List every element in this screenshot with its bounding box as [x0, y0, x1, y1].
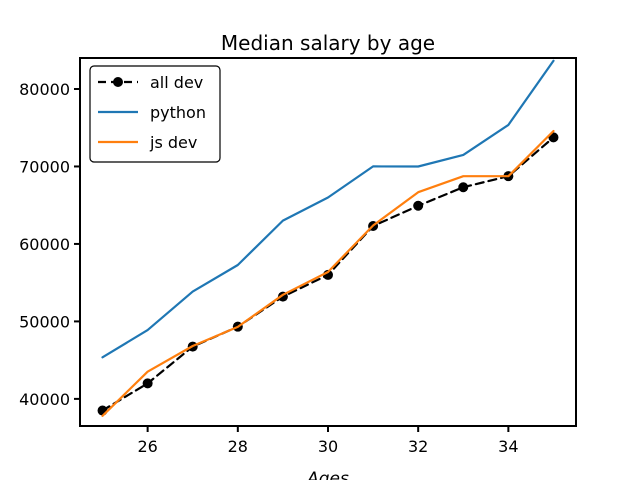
y-tick-label: 40000: [19, 390, 70, 409]
x-tick-label: 30: [318, 437, 338, 456]
chart-title: Median salary by age: [221, 31, 435, 55]
x-tick-label: 28: [228, 437, 248, 456]
y-tick-label: 60000: [19, 235, 70, 254]
x-tick-label: 32: [408, 437, 428, 456]
x-axis-label: Ages: [306, 469, 349, 480]
legend-label: all dev: [150, 73, 203, 92]
series-line-python: [101, 59, 555, 359]
legend-label: python: [150, 103, 206, 122]
y-tick-label: 50000: [19, 312, 70, 331]
axes-layer: 26 28 30 32 34 40000 50000 60000 70000 80000: [19, 80, 518, 456]
x-tick-label: 34: [498, 437, 518, 456]
legend-marker: [113, 77, 123, 87]
data-point-all-dev: [413, 200, 424, 211]
series-layer: [97, 59, 559, 417]
legend-label: js dev: [149, 133, 197, 152]
data-point-all-dev: [458, 182, 469, 193]
y-tick-label: 80000: [19, 80, 70, 99]
series-line-js-dev: [101, 129, 555, 417]
data-point-all-dev: [142, 378, 153, 389]
y-tick-label: 70000: [19, 157, 70, 176]
legend-box: [89, 65, 221, 163]
data-point-all-dev: [97, 405, 108, 416]
x-tick-label: 26: [137, 437, 157, 456]
legend: all dev python js dev: [89, 65, 221, 163]
